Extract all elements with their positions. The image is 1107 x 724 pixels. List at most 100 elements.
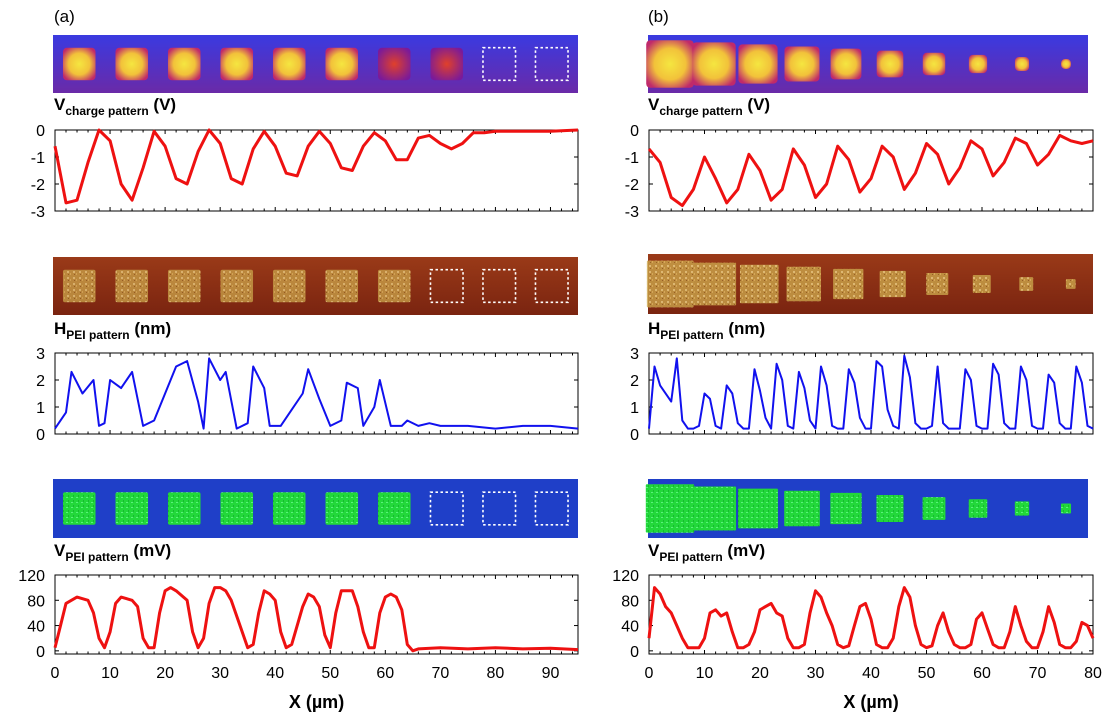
height-chart: 3 2 1 0 [630,346,1093,444]
y-tick-label: 120 [612,568,639,585]
charge-chart: 0 -1 -2 -3 [31,123,578,221]
height-image-strip [647,254,1093,314]
potential-square [923,497,946,520]
y-tick-label: -2 [625,177,639,194]
charge-square [738,44,777,83]
charge-chart: 0 -1 -2 -3 [625,123,1093,221]
y-tick-label: 1 [36,400,45,417]
potential-series-line [55,588,578,651]
panel-label: (a) [54,7,75,26]
x-tick-label: 70 [431,665,449,682]
x-tick-label: 80 [487,665,505,682]
y-tick-label: -1 [31,150,45,167]
height-square [693,263,736,306]
plot-frame [55,575,578,654]
x-tick-label: 0 [645,665,654,682]
charge-square [877,51,904,78]
y-tick-label: 2 [36,373,45,390]
charge-square [378,48,411,81]
potential-chart: 120 80 40 0 [612,568,1093,661]
charge-square [692,42,735,85]
charge-axis-label: Vcharge pattern (V) [54,95,176,118]
y-tick-label: 0 [36,123,45,140]
charge-square [646,40,694,88]
potential-square [168,492,201,525]
potential-square [692,486,736,530]
height-square [1019,277,1033,291]
potential-square [378,492,411,525]
charge-series-line [649,135,1093,205]
y-tick-label: -1 [625,150,639,167]
charge-square [923,53,945,75]
potential-square [325,492,358,525]
y-tick-label: 0 [36,644,45,661]
potential-axis-label: VPEI pattern (mV) [54,541,171,564]
charge-square [1061,59,1071,69]
x-axis-label: X (µm) [289,692,344,712]
height-square [220,270,253,303]
x-tick-label: 30 [211,665,229,682]
line-charts: 0-1-2-33210120804000-1-2-3321012080400 [18,123,1093,661]
x-tick-label: 50 [321,665,339,682]
potential-square [969,499,988,518]
charge-square [430,48,463,81]
y-tick-label: -3 [625,204,639,221]
charge-square [325,48,358,81]
height-square [880,271,906,297]
height-square [973,275,991,293]
y-tick-label: 0 [36,427,45,444]
potential-axis-label: VPEI pattern (mV) [648,541,765,564]
potential-square [738,489,778,529]
x-tick-label: 60 [973,665,991,682]
y-tick-label: 80 [27,593,45,610]
y-tick-label: 3 [630,346,639,363]
y-tick-label: 0 [630,644,639,661]
x-tick-label: 0 [51,665,60,682]
y-tick-label: 1 [630,400,639,417]
y-tick-label: 0 [630,123,639,140]
potential-square [273,492,306,525]
potential-image-strip [53,479,578,538]
potential-image-strip [646,479,1088,538]
x-tick-label: 80 [1084,665,1102,682]
y-tick-label: 0 [630,427,639,444]
charge-square [220,48,253,81]
potential-square [876,495,903,522]
x-tick-label: 20 [156,665,174,682]
height-image-strip [53,257,578,315]
height-square [115,270,148,303]
charge-square [63,48,96,81]
y-tick-label: 80 [621,593,639,610]
height-series-line [649,356,1093,429]
potential-chart: 120 80 40 0 [18,568,578,661]
x-tick-label: 60 [376,665,394,682]
x-tick-label: 70 [1029,665,1047,682]
charge-image-strip [646,35,1088,93]
height-axis-label: HPEI pattern (nm) [54,319,171,342]
height-chart: 3 2 1 0 [36,346,578,444]
charge-square [1015,57,1029,71]
height-series-line [55,358,578,428]
potential-square [115,492,148,525]
x-tick-label: 90 [542,665,560,682]
potential-square [1015,501,1029,515]
charge-square [831,49,862,80]
y-tick-label: 40 [621,619,639,636]
x-tick-label: 30 [807,665,825,682]
y-tick-label: 2 [630,373,639,390]
height-square [63,270,96,303]
image-strips [53,35,1093,538]
charge-square [168,48,201,81]
potential-square [784,491,820,527]
height-square [1066,279,1076,289]
y-tick-label: -2 [31,177,45,194]
x-tick-label: 20 [751,665,769,682]
charge-square [784,46,819,81]
height-square [168,270,201,303]
height-square [926,273,948,295]
x-tick-label: 50 [918,665,936,682]
height-square [325,270,358,303]
x-tick-label: 40 [266,665,284,682]
